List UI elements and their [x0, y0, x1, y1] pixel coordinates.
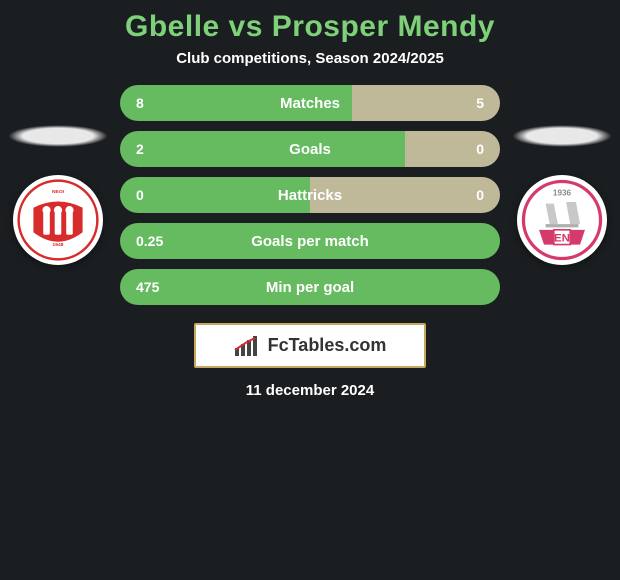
svg-text:ΝΕΟΙ: ΝΕΟΙ — [52, 189, 65, 195]
brand-text: FcTables.com — [268, 335, 387, 356]
stat-label: Min per goal — [266, 279, 354, 296]
stat-right-value: 0 — [476, 187, 484, 203]
svg-text:1948: 1948 — [53, 242, 64, 248]
stat-bar: 0 Hattricks 0 — [120, 177, 500, 213]
comparison-row: ΝΕΟΙ 1948 8 Matches 5 2 Goals 0 0 Hattricks 0 0.2… — [0, 85, 620, 305]
stat-bar-content: 475 Min per goal — [120, 269, 500, 305]
player-shadow — [8, 125, 108, 147]
stat-bar-content: 2 Goals 0 — [120, 131, 500, 167]
stat-label: Hattricks — [278, 187, 342, 204]
brand-attribution: FcTables.com — [194, 323, 427, 368]
stat-bar-content: 0.25 Goals per match — [120, 223, 500, 259]
bar-chart-icon — [234, 336, 260, 356]
stat-bar-content: 0 Hattricks 0 — [120, 177, 500, 213]
stat-bar-content: 8 Matches 5 — [120, 85, 500, 121]
stat-bar: 8 Matches 5 — [120, 85, 500, 121]
stat-left-value: 0.25 — [136, 233, 163, 249]
stat-left-value: 0 — [136, 187, 144, 203]
page-subtitle: Club competitions, Season 2024/2025 — [176, 50, 444, 67]
stat-bar: 475 Min per goal — [120, 269, 500, 305]
left-team-badge: ΝΕΟΙ 1948 — [13, 175, 103, 265]
stat-bar: 0.25 Goals per match — [120, 223, 500, 259]
page-title: Gbelle vs Prosper Mendy — [125, 10, 495, 44]
right-player-col: 1936 ΕΝ — [512, 125, 612, 265]
svg-text:ΕΝ: ΕΝ — [554, 232, 570, 244]
stat-label: Matches — [280, 95, 340, 112]
stat-right-value: 5 — [476, 95, 484, 111]
player-shadow — [512, 125, 612, 147]
stat-bar: 2 Goals 0 — [120, 131, 500, 167]
stat-left-value: 475 — [136, 279, 159, 295]
stats-column: 8 Matches 5 2 Goals 0 0 Hattricks 0 0.25 Goals per… — [120, 85, 500, 305]
right-team-badge: 1936 ΕΝ — [517, 175, 607, 265]
stat-label: Goals per match — [251, 233, 369, 250]
left-player-col: ΝΕΟΙ 1948 — [8, 125, 108, 265]
stat-label: Goals — [289, 141, 331, 158]
right-badge-icon: 1936 ΕΝ — [521, 179, 603, 261]
stat-right-value: 0 — [476, 141, 484, 157]
stat-left-value: 8 — [136, 95, 144, 111]
stat-left-value: 2 — [136, 141, 144, 157]
svg-text:1936: 1936 — [553, 188, 572, 197]
left-badge-icon: ΝΕΟΙ 1948 — [17, 179, 99, 261]
date-text: 11 december 2024 — [246, 382, 374, 399]
